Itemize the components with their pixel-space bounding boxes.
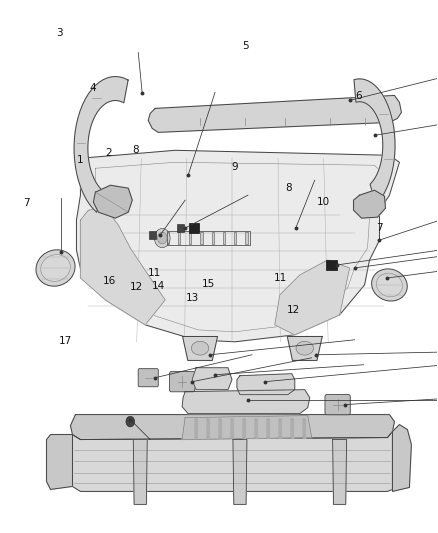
Text: 7: 7: [376, 223, 383, 233]
Polygon shape: [219, 418, 221, 438]
Text: 10: 10: [317, 197, 330, 207]
Polygon shape: [332, 440, 346, 504]
Polygon shape: [255, 418, 257, 438]
Text: 12: 12: [286, 305, 300, 315]
Polygon shape: [353, 190, 385, 218]
Text: 2: 2: [105, 148, 111, 158]
Ellipse shape: [376, 273, 403, 297]
Bar: [234, 232, 237, 244]
Bar: [200, 232, 203, 244]
Bar: [166, 231, 250, 245]
Text: 13: 13: [186, 293, 199, 303]
Polygon shape: [148, 95, 401, 132]
Polygon shape: [267, 418, 269, 438]
Text: 11: 11: [148, 268, 161, 278]
Circle shape: [126, 416, 134, 427]
Bar: [212, 232, 214, 244]
Polygon shape: [231, 418, 233, 438]
Polygon shape: [275, 260, 350, 335]
Bar: [189, 223, 199, 233]
Text: 15: 15: [202, 279, 215, 288]
Bar: [245, 232, 247, 244]
Polygon shape: [93, 185, 132, 218]
Polygon shape: [233, 440, 247, 504]
Polygon shape: [279, 418, 281, 438]
Polygon shape: [192, 368, 232, 390]
Text: 17: 17: [59, 336, 72, 346]
Bar: [166, 232, 169, 244]
Polygon shape: [74, 77, 128, 212]
Polygon shape: [237, 374, 295, 394]
FancyBboxPatch shape: [170, 372, 195, 392]
Text: 5: 5: [242, 41, 248, 51]
Polygon shape: [207, 418, 209, 438]
Polygon shape: [354, 79, 395, 205]
Polygon shape: [182, 390, 310, 414]
Ellipse shape: [371, 269, 407, 301]
Text: 3: 3: [57, 28, 63, 38]
Polygon shape: [183, 336, 218, 360]
Bar: [177, 224, 184, 232]
FancyBboxPatch shape: [138, 369, 158, 387]
Polygon shape: [195, 418, 197, 438]
Text: 11: 11: [273, 273, 287, 283]
Polygon shape: [182, 416, 312, 440]
Bar: [223, 232, 225, 244]
Bar: [189, 232, 191, 244]
Text: 1: 1: [77, 155, 84, 165]
Polygon shape: [133, 440, 147, 504]
Polygon shape: [243, 418, 245, 438]
Bar: [178, 232, 180, 244]
Circle shape: [154, 229, 170, 248]
Ellipse shape: [191, 341, 209, 355]
Polygon shape: [303, 418, 305, 438]
Polygon shape: [72, 432, 392, 491]
Polygon shape: [392, 425, 411, 491]
Text: 8: 8: [286, 183, 292, 193]
Text: 6: 6: [355, 91, 362, 101]
Text: 16: 16: [103, 277, 117, 286]
Text: 4: 4: [89, 83, 95, 93]
Text: 7: 7: [23, 198, 29, 208]
Ellipse shape: [41, 255, 70, 281]
Polygon shape: [46, 434, 72, 489]
Text: 12: 12: [129, 282, 143, 292]
Polygon shape: [287, 336, 322, 360]
Ellipse shape: [296, 341, 314, 355]
Ellipse shape: [36, 250, 75, 286]
Bar: [149, 231, 155, 239]
FancyBboxPatch shape: [325, 394, 350, 415]
Polygon shape: [77, 150, 399, 342]
Polygon shape: [291, 418, 293, 438]
Bar: [326, 260, 337, 270]
Text: 9: 9: [231, 161, 237, 172]
Circle shape: [157, 232, 167, 244]
Text: 8: 8: [133, 144, 139, 155]
Text: 14: 14: [152, 281, 166, 290]
Polygon shape: [71, 415, 395, 440]
Polygon shape: [81, 208, 165, 325]
